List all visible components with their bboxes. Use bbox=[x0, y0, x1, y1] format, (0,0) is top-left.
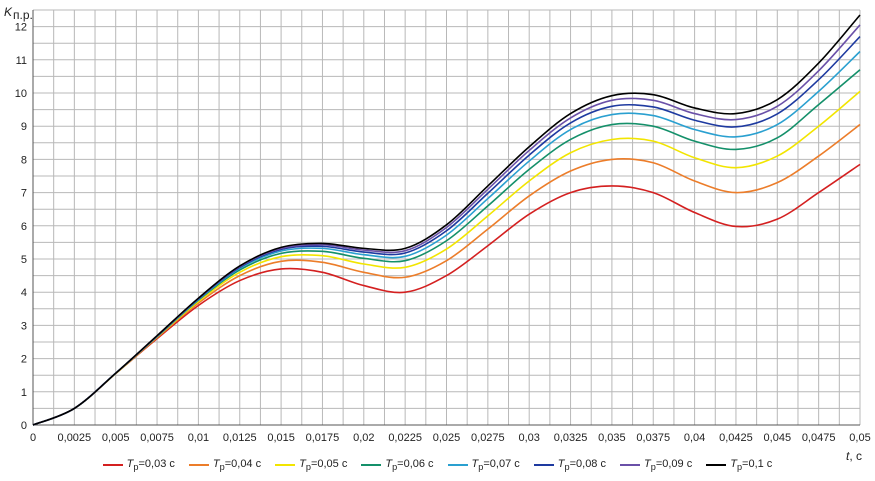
x-tick-label: 0,0225 bbox=[388, 432, 422, 444]
svg-text:K: K bbox=[4, 5, 13, 19]
x-tick-label: 0,0475 bbox=[802, 432, 836, 444]
x-tick-label: 0,045 bbox=[764, 432, 792, 444]
series-lines bbox=[32, 14, 861, 426]
legend-swatch bbox=[361, 464, 382, 466]
svg-text:п.р.: п.р. bbox=[13, 8, 33, 22]
y-axis-title: K п.р. bbox=[4, 5, 33, 22]
tick-labels: 0 0,0025 0,005 0,0075 0,01 0,0125 0,015 0,0175 0… bbox=[15, 22, 871, 444]
series-line-8 bbox=[32, 14, 861, 426]
legend-label: Tp=0,09 c bbox=[643, 457, 693, 473]
y-tick-label: 7 bbox=[21, 188, 27, 200]
legend-item: Tp=0,03 c bbox=[102, 457, 175, 473]
x-tick-label: 0,025 bbox=[433, 432, 461, 444]
grid bbox=[32, 9, 861, 426]
legend-item: Tp=0,09 c bbox=[619, 457, 693, 473]
legend-item: Tp=0,05 c bbox=[275, 458, 347, 472]
legend-swatch bbox=[447, 464, 468, 466]
legend-item: Tp=0,07 c bbox=[447, 457, 520, 473]
x-tick-label: 0,0325 bbox=[554, 432, 588, 444]
legend-label: Tp=0,04 c bbox=[212, 457, 262, 473]
y-tick-label: 5 bbox=[21, 254, 27, 266]
x-tick-label: 0,035 bbox=[598, 432, 626, 444]
y-tick-label: 11 bbox=[16, 55, 27, 67]
x-tick-label: 0,0375 bbox=[636, 432, 670, 444]
y-tick-label: 1 bbox=[21, 387, 27, 399]
legend-swatch bbox=[102, 464, 123, 466]
x-tick-label: 0,0275 bbox=[471, 432, 505, 444]
x-axis-title: t, с bbox=[846, 449, 862, 463]
y-tick-label: 0 bbox=[21, 420, 27, 432]
series-line-1 bbox=[32, 163, 861, 426]
y-tick-label: 10 bbox=[15, 88, 27, 100]
x-tick-label: 0,05 bbox=[849, 432, 870, 444]
y-tick-label: 4 bbox=[21, 287, 27, 299]
legend-item: Tp=0,04 c bbox=[188, 457, 262, 473]
y-tick-label: 8 bbox=[21, 154, 27, 166]
y-tick-label: 2 bbox=[21, 354, 27, 366]
x-tick-label: 0,0175 bbox=[306, 432, 340, 444]
x-tick-label: 0,0425 bbox=[719, 432, 753, 444]
legend-item: Tp=0,1 c bbox=[706, 458, 772, 472]
legend-label: Tp=0,06 c bbox=[385, 457, 434, 473]
x-tick-label: 0 bbox=[30, 432, 36, 444]
legend-label: Tp=0,1 c bbox=[730, 457, 773, 473]
svg-text:t, с: t, с bbox=[846, 449, 862, 463]
x-tick-label: 0,0075 bbox=[140, 432, 174, 444]
legend-label: Tp=0,05 c bbox=[299, 457, 348, 473]
legend-swatch bbox=[619, 464, 640, 466]
x-tick-label: 0,01 bbox=[188, 432, 209, 444]
x-tick-label: 0,0025 bbox=[58, 432, 92, 444]
y-tick-label: 3 bbox=[21, 320, 27, 332]
legend-label: Tp=0,03 c bbox=[126, 457, 175, 473]
axes bbox=[32, 10, 860, 426]
x-tick-label: 0,0125 bbox=[223, 432, 257, 444]
y-tick-label: 12 bbox=[15, 22, 27, 34]
x-tick-label: 0,02 bbox=[353, 432, 374, 444]
x-tick-label: 0,03 bbox=[518, 432, 539, 444]
legend-label: Tp=0,07 c bbox=[471, 457, 520, 473]
x-tick-label: 0,005 bbox=[102, 432, 130, 444]
legend-item: Tp=0,08 c bbox=[533, 457, 606, 473]
legend-swatch bbox=[275, 464, 296, 466]
legend-label: Tp=0,08 c bbox=[557, 457, 606, 473]
y-tick-label: 6 bbox=[21, 221, 27, 233]
y-tick-label: 9 bbox=[21, 121, 27, 133]
legend: Tp=0,03 c Tp=0,04 c Tp=0,05 c Tp=0,06 c Tp=0… bbox=[0, 456, 875, 474]
legend-swatch bbox=[188, 464, 209, 466]
x-tick-label: 0,04 bbox=[684, 432, 705, 444]
x-tick-label: 0,015 bbox=[267, 432, 295, 444]
legend-swatch bbox=[533, 464, 554, 466]
legend-swatch bbox=[706, 464, 727, 466]
legend-item: Tp=0,06 c bbox=[361, 457, 434, 473]
